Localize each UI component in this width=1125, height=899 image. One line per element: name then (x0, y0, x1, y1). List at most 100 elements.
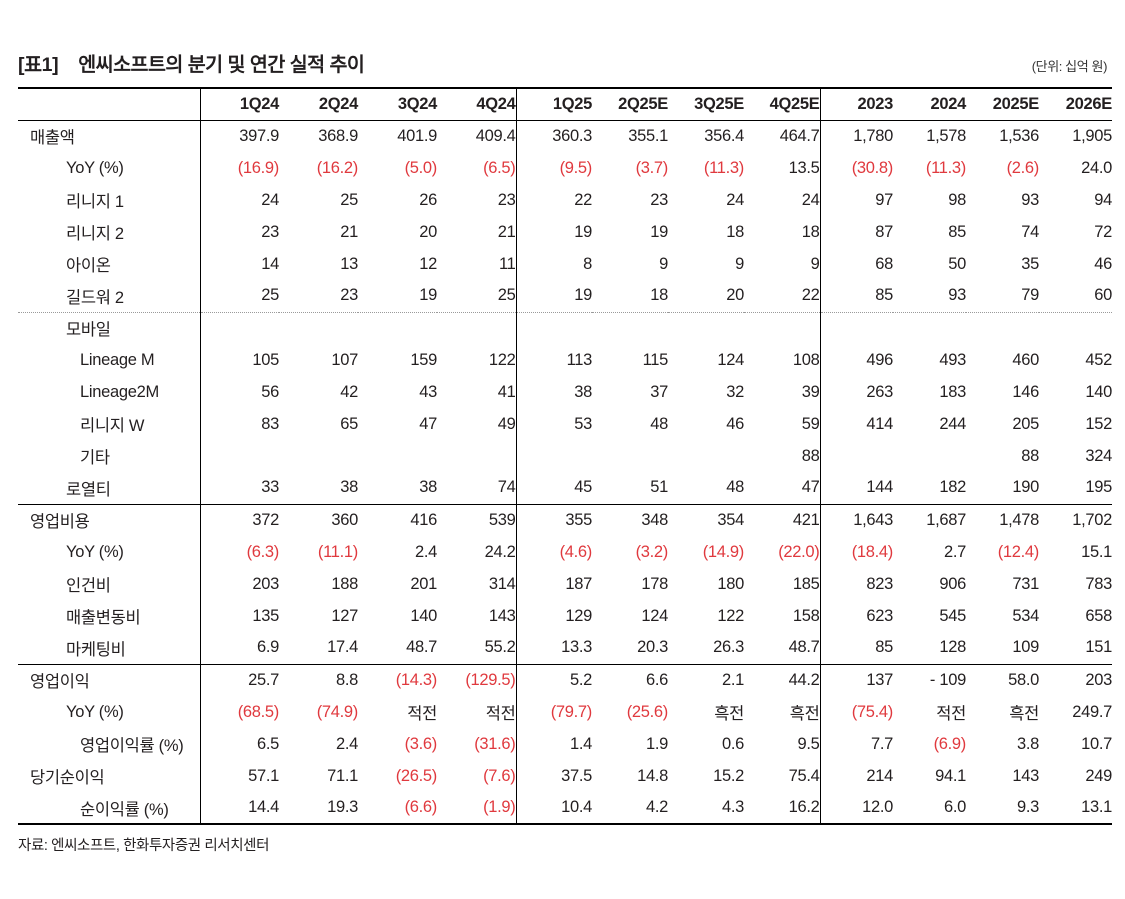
table-cell: 1.4 (515, 728, 592, 760)
table-row: 인건비 203 188 201 314 187 178 180 185 823 906 731 783 (18, 568, 1112, 600)
table-cell: 16.2 (744, 792, 820, 825)
table-row: 모바일 (18, 311, 1112, 344)
table-cell (437, 440, 516, 472)
table-cell: 19 (515, 216, 592, 248)
table-cell: 21 (497, 222, 516, 241)
title-left: [표1] 엔씨소프트의 분기 및 연간 실적 추이 (18, 48, 365, 77)
table-cell: 9.5 (797, 734, 820, 753)
table-cell: 263 (819, 376, 893, 408)
table-cell: (22.0) (778, 542, 820, 561)
table-cell: 24 (801, 190, 820, 209)
table-cell: (79.7) (515, 696, 592, 728)
table-cell: 4.3 (668, 792, 744, 825)
column-header-2024: 2024 (893, 88, 966, 121)
table-cell: 17.4 (327, 638, 358, 657)
table-cell: (75.4) (819, 696, 893, 728)
table-cell: 44.2 (744, 663, 820, 696)
table-cell: (26.5) (395, 766, 438, 785)
table-cell: 416 (358, 503, 437, 536)
table-cell: 1,478 (966, 503, 1039, 536)
table-cell: 14.8 (637, 766, 668, 785)
table-cell: 159 (410, 350, 437, 369)
row-label: 매출액 (30, 129, 75, 148)
table-cell: 124 (717, 350, 744, 369)
table-cell (358, 440, 437, 472)
table-cell: 190 (1012, 478, 1039, 497)
table-cell: 58.0 (966, 663, 1039, 696)
table-cell: 122 (717, 606, 744, 625)
table-cell: 적전 (936, 705, 966, 723)
table-cell: 41 (497, 382, 516, 401)
table-cell: 3.8 (1016, 734, 1039, 753)
unit-label: (단위: 십억 원) (1031, 59, 1108, 74)
table-cell: 20 (726, 286, 744, 305)
row-label: 리니지 W (80, 417, 145, 435)
table-cell: (18.4) (819, 536, 893, 568)
table-cell: 93 (948, 286, 966, 305)
table-cell: 324 (1085, 446, 1112, 465)
table-row: 마케팅비 6.9 17.4 48.7 55.2 13.3 20.3 26.3 48.7 85 128… (18, 632, 1112, 664)
table-cell: 72 (1094, 222, 1112, 241)
table-cell: 56 (199, 376, 279, 408)
table-row: 순이익률 (%) 14.4 19.3 (6.6) (1.9) 10.4 4.2 4.3 16.2… (18, 792, 1112, 825)
row-label: 아이온 (66, 257, 111, 275)
table-cell: 49 (497, 414, 516, 433)
table-cell: 11 (498, 254, 516, 273)
table-cell: 19 (515, 280, 592, 312)
table-cell (279, 311, 358, 344)
table-cell (1039, 311, 1112, 344)
table-cell: 105 (199, 344, 279, 376)
table-cell: 65 (340, 414, 358, 433)
table-cell (199, 440, 279, 472)
table-cell: 1,702 (1039, 503, 1112, 536)
table-cell: 10.4 (515, 792, 592, 825)
table-cell (592, 440, 668, 472)
table-cell (279, 440, 358, 472)
table-row: 아이온 14 13 12 11 8 9 9 9 68 50 35 46 (18, 248, 1112, 280)
table-cell: 24.2 (484, 542, 516, 561)
table-cell: 249 (1085, 766, 1112, 785)
table-cell: (30.8) (819, 152, 893, 184)
table-cell: (16.9) (199, 152, 279, 184)
table-cell (668, 440, 744, 472)
table-cell: 539 (437, 503, 516, 536)
table-row: 당기순이익 57.1 71.1 (26.5) (7.6) 37.5 14.8 15.2 75.4… (18, 760, 1112, 792)
table-cell: (4.6) (515, 536, 592, 568)
table-cell: 185 (792, 574, 820, 593)
row-label: 당기순이익 (30, 769, 105, 787)
row-label: 모바일 (18, 311, 200, 344)
table-cell: 50 (948, 254, 966, 273)
table-cell: 623 (819, 600, 893, 632)
table-cell: (3.7) (635, 158, 669, 177)
table-cell: 8 (515, 248, 592, 280)
table-cell: 128 (939, 638, 966, 657)
table-cell: 205 (1012, 414, 1039, 433)
table-cell: (31.6) (474, 734, 516, 753)
table-cell: 188 (331, 574, 358, 593)
table-cell: 87 (819, 216, 893, 248)
table-cell: 20.3 (637, 638, 668, 657)
table-cell: 83 (199, 408, 279, 440)
table-cell: 23 (497, 190, 516, 209)
table-cell: 24 (726, 190, 744, 209)
table-cell: 143 (1012, 766, 1039, 785)
table-cell: 94.1 (935, 766, 966, 785)
table-cell: 9 (810, 254, 820, 273)
table-cell: 38 (340, 478, 358, 497)
table-cell: 108 (792, 350, 820, 369)
table-cell: 137 (819, 663, 893, 696)
page-title: 엔씨소프트의 분기 및 연간 실적 추이 (78, 54, 365, 76)
table-cell: 75.4 (788, 766, 820, 785)
table-cell: 7.7 (819, 728, 893, 760)
table-cell: 88 (1021, 446, 1039, 465)
table-cell: 496 (819, 344, 893, 376)
table-cell (819, 311, 893, 344)
column-header-3q25e: 3Q25E (668, 88, 744, 121)
table-cell: 24.0 (1081, 158, 1112, 177)
table-cell: (5.0) (404, 158, 438, 177)
table-cell: (3.2) (635, 542, 669, 561)
table-cell: 48.7 (788, 638, 820, 657)
table-body: 매출액 397.9 368.9 401.9 409.4 360.3 355.1 356.4 46… (18, 120, 1112, 825)
table-cell: 48 (726, 478, 744, 497)
table-cell: 53 (515, 408, 592, 440)
